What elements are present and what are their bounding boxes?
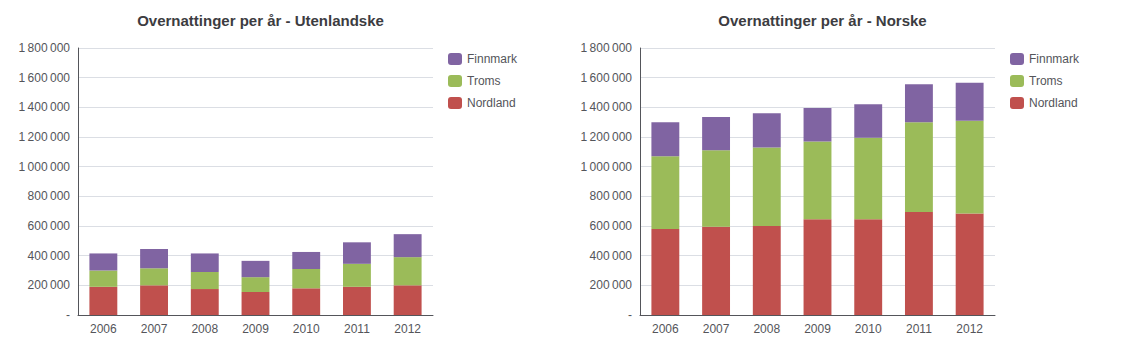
svg-text:2010: 2010 — [855, 322, 882, 336]
svg-text:2009: 2009 — [804, 322, 831, 336]
svg-text:1 000 000: 1 000 000 — [580, 160, 632, 174]
svg-text:Troms: Troms — [1029, 74, 1063, 88]
svg-text:400 000: 400 000 — [590, 249, 633, 263]
svg-text:Finnmark: Finnmark — [1029, 52, 1080, 66]
svg-text:400 000: 400 000 — [28, 249, 71, 263]
svg-text:2009: 2009 — [242, 322, 269, 336]
svg-text:800 000: 800 000 — [590, 189, 633, 203]
svg-text:2011: 2011 — [906, 322, 932, 336]
svg-text:1 200 000: 1 200 000 — [580, 130, 632, 144]
svg-text:2007: 2007 — [141, 322, 168, 336]
svg-text:200 000: 200 000 — [590, 278, 633, 292]
svg-text:1 400 000: 1 400 000 — [580, 100, 632, 114]
svg-text:Nordland: Nordland — [1029, 96, 1078, 110]
svg-text:1 800 000: 1 800 000 — [18, 41, 70, 55]
svg-text:1 400 000: 1 400 000 — [18, 100, 70, 114]
svg-text:2008: 2008 — [191, 322, 218, 336]
svg-text:1 000 000: 1 000 000 — [18, 160, 70, 174]
svg-text:2012: 2012 — [956, 322, 983, 336]
svg-text:2012: 2012 — [394, 322, 421, 336]
svg-text:Troms: Troms — [467, 74, 501, 88]
svg-text:2006: 2006 — [652, 322, 679, 336]
svg-text:600 000: 600 000 — [28, 219, 71, 233]
svg-text:1 200 000: 1 200 000 — [18, 130, 70, 144]
svg-text:600 000: 600 000 — [590, 219, 633, 233]
svg-text:Overnattinger per år - Utenlan: Overnattinger per år - Utenlandske — [137, 12, 384, 29]
svg-text:1 800 000: 1 800 000 — [580, 41, 632, 55]
svg-text:2008: 2008 — [753, 322, 780, 336]
svg-text:Nordland: Nordland — [467, 96, 516, 110]
svg-text:1 600 000: 1 600 000 — [580, 71, 632, 85]
svg-text:2010: 2010 — [293, 322, 320, 336]
svg-text:2006: 2006 — [90, 322, 117, 336]
svg-text:1 600 000: 1 600 000 — [18, 71, 70, 85]
svg-text:Overnattinger per år - Norske: Overnattinger per år - Norske — [718, 12, 926, 29]
svg-text:-: - — [66, 308, 70, 322]
svg-text:Finnmark: Finnmark — [467, 52, 518, 66]
svg-text:2007: 2007 — [703, 322, 730, 336]
svg-text:200 000: 200 000 — [28, 278, 71, 292]
svg-text:2011: 2011 — [344, 322, 370, 336]
svg-text:-: - — [628, 308, 632, 322]
svg-text:800 000: 800 000 — [28, 189, 71, 203]
